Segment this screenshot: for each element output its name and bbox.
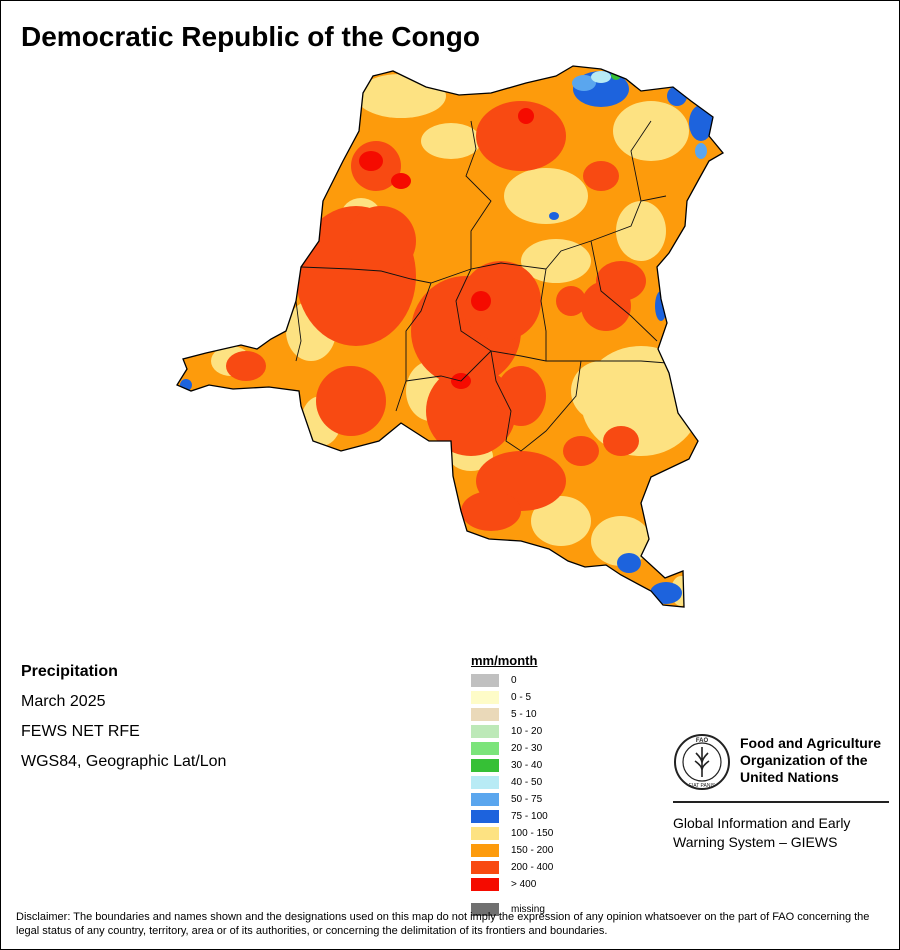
legend-item: 30 - 40 (471, 757, 553, 774)
map-title: Democratic Republic of the Congo (21, 21, 480, 52)
legend-item: 10 - 20 (471, 723, 553, 740)
org-name-line: United Nations (740, 769, 839, 785)
legend-label: 5 - 10 (511, 709, 537, 720)
data-source: FEWS NET RFE (21, 723, 140, 740)
legend-label: 20 - 30 (511, 743, 543, 754)
org-name-line: Organization of the (740, 752, 868, 768)
legend-swatch (471, 861, 499, 874)
legend-item: 5 - 10 (471, 706, 553, 723)
org-name-line: Food and Agriculture (740, 735, 882, 751)
legend-item: 75 - 100 (471, 808, 553, 825)
legend-label: missing (511, 904, 545, 915)
legend-item: 40 - 50 (471, 774, 553, 791)
projection: WGS84, Geographic Lat/Lon (21, 753, 227, 770)
legend-item: 20 - 30 (471, 740, 553, 757)
legend-swatch (471, 674, 499, 687)
emblem-bottom-text: FIAT PANIS (689, 783, 716, 789)
emblem-top-text: FAO (696, 738, 709, 744)
organization-name: Food and Agriculture Organization of the… (740, 735, 899, 786)
legend-swatch (471, 742, 499, 755)
legend-swatch (471, 708, 499, 721)
precipitation-map (176, 65, 724, 608)
legend-swatch (471, 878, 499, 891)
fao-emblem-icon: FAO FIAT PANIS (674, 734, 730, 790)
legend-swatch (471, 827, 499, 840)
legend-label: 75 - 100 (511, 811, 548, 822)
legend-title: mm/month (471, 653, 538, 668)
program-line: Global Information and Early (673, 815, 851, 831)
legend-swatch (471, 691, 499, 704)
legend-item: 150 - 200 (471, 842, 553, 859)
legend-item: 100 - 150 (471, 825, 553, 842)
legend-swatch (471, 810, 499, 823)
legend-label: 150 - 200 (511, 845, 554, 856)
legend-swatch (471, 903, 499, 916)
program-line: Warning System – GIEWS (673, 834, 838, 850)
legend-label: 200 - 400 (511, 862, 554, 873)
legend-item: 0 - 5 (471, 689, 553, 706)
legend-item: 200 - 400 (471, 859, 553, 876)
period: March 2025 (21, 693, 106, 710)
legend-label: 0 (511, 675, 517, 686)
legend-label: 50 - 75 (511, 794, 543, 805)
map-info: Precipitation March 2025 FEWS NET RFE WG… (21, 657, 226, 777)
divider (673, 801, 889, 803)
legend-item-missing: missing (471, 901, 553, 918)
legend-swatch (471, 725, 499, 738)
legend-item: 0 (471, 672, 553, 689)
legend-label: 0 - 5 (511, 692, 532, 703)
legend-item: 50 - 75 (471, 791, 553, 808)
legend-items: 0 0 - 5 5 - 10 10 - 20 20 - 30 30 - 40 40 - 50… (471, 672, 553, 893)
legend-label: 10 - 20 (511, 726, 543, 737)
legend: mm/month 0 0 - 5 5 - 10 10 - 20 20 - 30 30 - … (471, 653, 553, 918)
legend-label: 40 - 50 (511, 777, 543, 788)
legend-label: 30 - 40 (511, 760, 543, 771)
legend-swatch (471, 793, 499, 806)
legend-swatch (471, 759, 499, 772)
legend-item: > 400 (471, 876, 553, 893)
legend-label: > 400 (511, 879, 537, 890)
legend-swatch (471, 776, 499, 789)
program-name: Global Information and Early Warning Sys… (673, 814, 893, 852)
legend-swatch (471, 844, 499, 857)
disclaimer: Disclaimer: The boundaries and names sho… (16, 911, 870, 937)
legend-label: 100 - 150 (511, 828, 554, 839)
variable-name: Precipitation (21, 663, 118, 680)
